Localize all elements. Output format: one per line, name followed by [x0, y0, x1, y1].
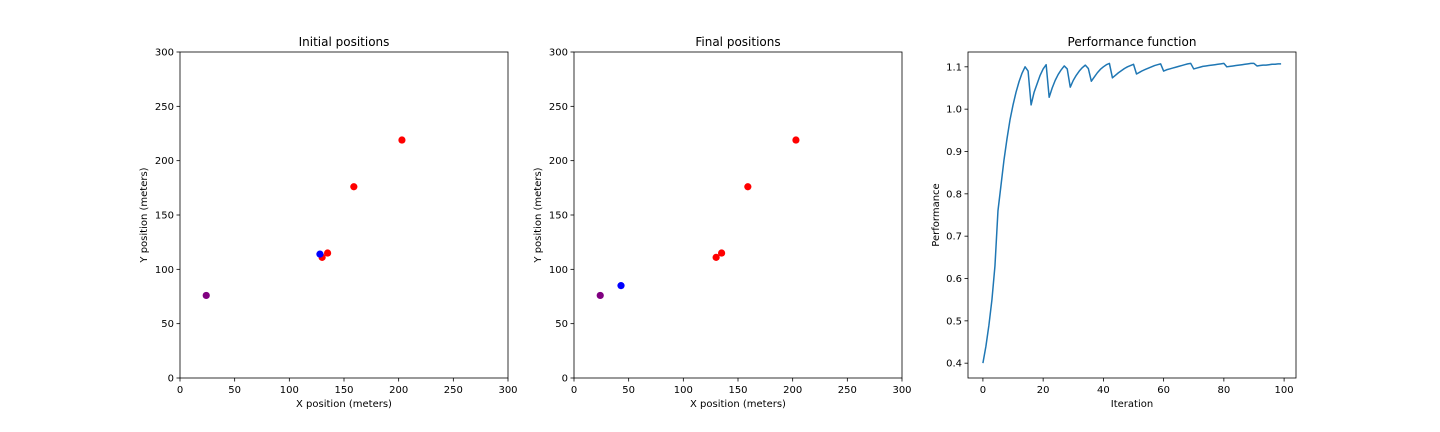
x-tick-label: 200 — [389, 385, 408, 396]
y-tick-label: 1.1 — [946, 62, 962, 73]
y-tick-label: 0 — [168, 374, 174, 385]
x-tick-label: 0 — [571, 385, 577, 396]
plot-frame — [179, 51, 509, 379]
x-tick-label: 250 — [838, 385, 857, 396]
y-tick-label: 150 — [155, 211, 174, 222]
scatter-point — [596, 291, 604, 300]
x-tick-label: 0 — [177, 385, 183, 396]
x-tick-label: 300 — [892, 385, 911, 396]
x-tick-label: 20 — [1037, 385, 1050, 396]
chart-title: Final positions — [695, 35, 780, 49]
chart-panel-2: Final positions 0 50 100 150 200 250 300 0 50 100 1… — [533, 35, 912, 410]
x-tick-label: 150 — [334, 385, 353, 396]
y-tick-label: 200 — [549, 156, 568, 167]
y-tick-label: 0 — [562, 374, 568, 385]
x-axis-label: Iteration — [1111, 399, 1153, 410]
y-tick-label: 100 — [155, 265, 174, 276]
x-tick-label: 80 — [1217, 385, 1230, 396]
plot-frame — [573, 51, 903, 379]
x-tick-label: 100 — [280, 385, 299, 396]
y-tick-label: 0.6 — [946, 274, 962, 285]
y-tick-label: 0.5 — [946, 316, 962, 327]
scatter-point — [324, 249, 332, 257]
y-tick-label: 300 — [155, 48, 174, 59]
y-tick-label: 0.8 — [946, 189, 962, 200]
x-tick-label: 60 — [1157, 385, 1170, 396]
x-axis-label: X position (meters) — [296, 399, 392, 410]
plot-frame — [967, 51, 1297, 379]
y-tick-label: 300 — [549, 48, 568, 59]
performance-line — [982, 62, 1282, 364]
y-tick-label: 150 — [549, 211, 568, 222]
scatter-point — [712, 253, 720, 261]
scatter-point — [350, 183, 358, 191]
x-tick-label: 40 — [1097, 385, 1110, 396]
y-tick-label: 0.9 — [946, 147, 962, 158]
y-tick-label: 100 — [549, 265, 568, 276]
y-tick-label: 0.4 — [946, 359, 962, 370]
y-axis-label: Y position (meters) — [139, 167, 150, 263]
y-tick-label: 250 — [155, 102, 174, 113]
chart-panel-3: Performance function 0 20 40 60 80 100 0.4 0.5 0.… — [931, 35, 1297, 410]
y-axis-label: Performance — [931, 183, 942, 246]
scatter-point — [718, 249, 726, 257]
x-tick-label: 0 — [980, 385, 986, 396]
scatter-point — [316, 250, 324, 258]
scatter-point — [617, 282, 625, 290]
chart-title: Initial positions — [299, 35, 390, 49]
x-axis-label: X position (meters) — [690, 399, 786, 410]
y-tick-label: 50 — [555, 319, 568, 330]
y-tick-label: 50 — [161, 319, 174, 330]
y-tick-label: 200 — [155, 156, 174, 167]
y-tick-label: 0.7 — [946, 232, 962, 243]
y-tick-label: 1.0 — [946, 105, 962, 116]
x-tick-label: 50 — [622, 385, 635, 396]
scatter-point — [744, 183, 752, 191]
x-tick-label: 100 — [1275, 385, 1294, 396]
chart-panel-1: Initial positions 0 50 100 150 200 250 300 0 50 10… — [139, 35, 518, 410]
x-tick-label: 100 — [674, 385, 693, 396]
scatter-point — [792, 136, 800, 144]
x-tick-label: 150 — [728, 385, 747, 396]
x-tick-label: 200 — [783, 385, 802, 396]
x-tick-label: 300 — [498, 385, 517, 396]
scatter-point — [398, 136, 406, 144]
scatter-point — [202, 291, 210, 300]
chart-title: Performance function — [1068, 35, 1197, 49]
x-tick-label: 50 — [228, 385, 241, 396]
x-tick-label: 250 — [444, 385, 463, 396]
y-axis-label: Y position (meters) — [533, 167, 544, 263]
y-tick-label: 250 — [549, 102, 568, 113]
